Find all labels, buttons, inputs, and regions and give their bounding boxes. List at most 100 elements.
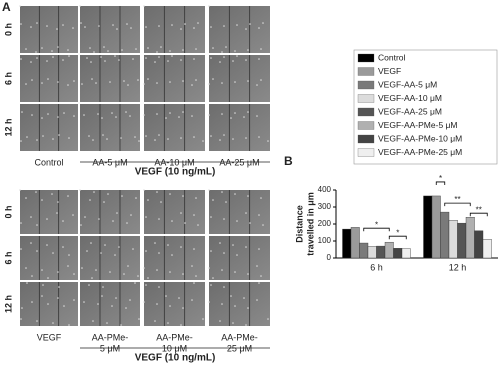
bar	[448, 220, 458, 259]
cell	[109, 271, 111, 273]
micrograph	[80, 55, 140, 102]
bar	[440, 211, 450, 259]
group-label: VEGF (10 ng/mL)	[135, 353, 216, 364]
cell	[169, 50, 171, 52]
cell	[100, 56, 102, 58]
bracket	[363, 227, 390, 232]
cell	[92, 139, 94, 141]
cell	[221, 82, 223, 84]
cell	[31, 275, 33, 277]
cell	[160, 201, 162, 203]
cell	[20, 140, 22, 142]
cell	[89, 47, 91, 49]
bar	[474, 230, 484, 259]
cell	[258, 248, 260, 250]
cell	[182, 49, 184, 51]
cell	[42, 135, 44, 137]
cell	[83, 114, 85, 116]
cell	[158, 218, 160, 220]
cell	[30, 216, 32, 218]
cell	[154, 320, 156, 322]
row-label: 0 h	[3, 23, 13, 36]
cell	[156, 51, 158, 53]
cell	[114, 55, 116, 57]
cell	[111, 112, 113, 114]
cell	[143, 5, 145, 7]
cell	[219, 139, 221, 141]
cell	[210, 26, 212, 28]
cell	[182, 80, 184, 82]
cell	[67, 49, 69, 51]
cell	[245, 212, 247, 214]
cell	[56, 212, 58, 214]
cell	[193, 136, 195, 138]
cell	[132, 248, 134, 250]
cell	[258, 282, 260, 284]
cell	[245, 246, 247, 248]
cell	[19, 5, 21, 7]
cell	[180, 59, 182, 61]
cell	[236, 254, 238, 256]
cell	[184, 222, 186, 224]
cell	[67, 265, 69, 267]
cell	[234, 81, 236, 83]
cell	[30, 61, 32, 63]
bar	[393, 248, 403, 259]
cell	[68, 55, 70, 57]
cell	[120, 324, 122, 326]
cell	[195, 79, 197, 81]
cell	[36, 57, 38, 59]
cell	[195, 48, 197, 50]
panel-label: A	[2, 0, 11, 14]
cell	[62, 59, 64, 61]
significance: *	[375, 220, 378, 229]
legend-swatch	[357, 80, 375, 90]
cell	[191, 265, 193, 267]
cell	[212, 47, 214, 49]
cell	[180, 28, 182, 30]
cell	[20, 248, 22, 250]
cell	[91, 277, 93, 279]
cell	[57, 201, 59, 203]
cell	[147, 277, 149, 279]
cell	[90, 242, 92, 244]
column-label: Control	[34, 157, 63, 167]
cell	[115, 297, 117, 299]
cell	[121, 195, 123, 197]
legend-box	[353, 49, 498, 165]
cell	[106, 322, 108, 324]
cell	[56, 28, 58, 30]
cell	[256, 115, 258, 117]
cell	[88, 135, 90, 137]
cell	[184, 23, 186, 25]
y-axis-label: Distance	[294, 205, 304, 243]
cell	[221, 191, 223, 193]
cell	[130, 27, 132, 29]
micrograph	[80, 282, 140, 326]
cell	[116, 212, 118, 214]
cell	[167, 322, 169, 324]
cell	[21, 307, 23, 309]
significance: *	[439, 174, 442, 183]
micrograph	[144, 55, 205, 102]
cell	[25, 267, 27, 269]
cell	[210, 216, 212, 218]
cell	[20, 222, 22, 224]
cell	[68, 254, 70, 256]
cell	[57, 297, 59, 299]
cell	[102, 286, 104, 288]
cell	[47, 78, 49, 80]
cell	[258, 58, 260, 60]
cell	[132, 58, 134, 60]
cell	[180, 212, 182, 214]
cell	[182, 273, 184, 275]
cell	[83, 301, 85, 303]
cell	[73, 115, 75, 117]
cell	[243, 297, 245, 299]
cell	[84, 26, 86, 28]
cell	[225, 46, 227, 48]
cell	[52, 138, 54, 140]
cell	[210, 135, 212, 137]
cell	[156, 269, 158, 271]
cell	[36, 224, 38, 226]
